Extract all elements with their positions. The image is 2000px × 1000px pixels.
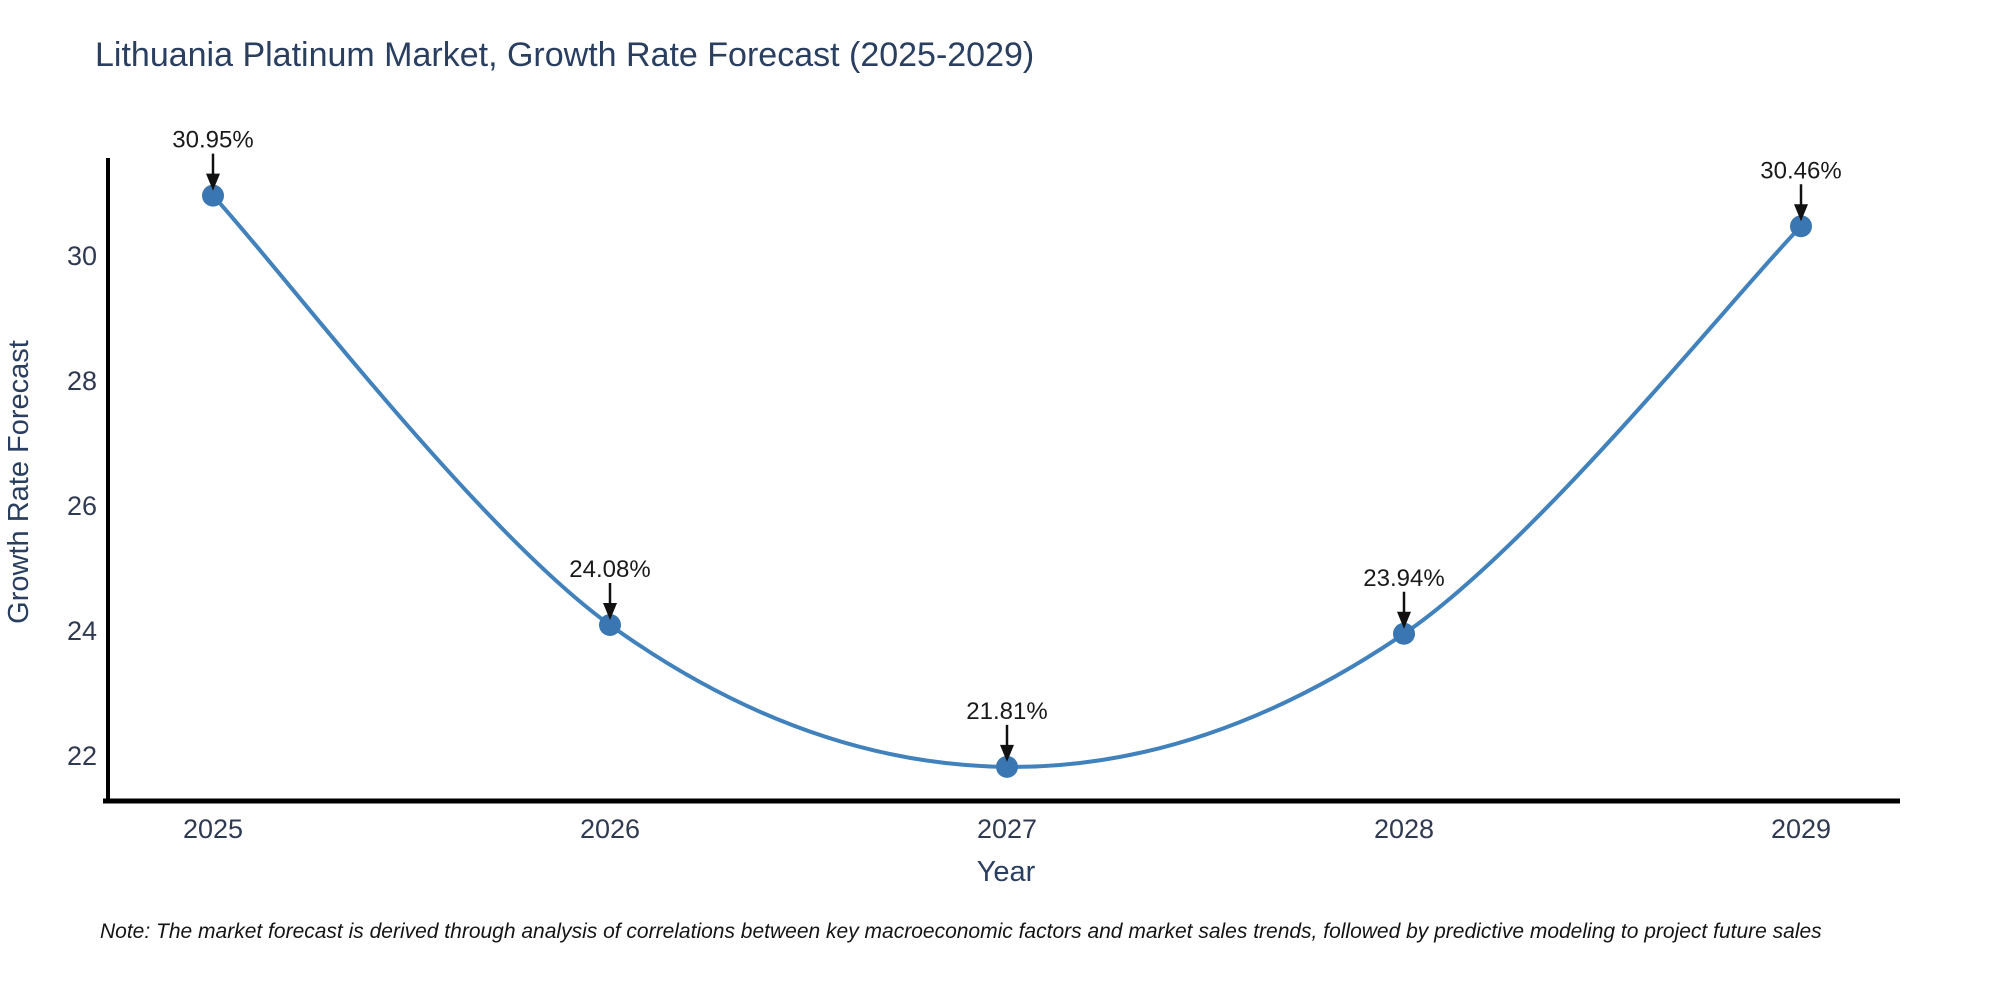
annotation-arrow-head (206, 173, 220, 191)
annotation-label: 23.94% (1363, 565, 1444, 592)
y-tick-label: 26 (67, 491, 97, 521)
x-tick-label: 2025 (183, 814, 243, 844)
x-tick-label: 2029 (1771, 814, 1831, 844)
data-point-marker (1393, 622, 1415, 645)
annotation-label: 30.95% (172, 127, 253, 154)
x-tick-label: 2027 (977, 814, 1037, 844)
y-tick-label: 30 (67, 241, 97, 271)
annotation-arrow-head (1397, 611, 1411, 629)
x-axis-title: Year (976, 856, 1036, 888)
data-point-marker (599, 614, 621, 636)
y-tick-label: 28 (67, 366, 97, 396)
annotation-arrow-head (603, 603, 617, 620)
data-point-marker (1790, 215, 1812, 238)
x-tick-label: 2028 (1374, 814, 1434, 844)
forecast-line (211, 193, 1803, 769)
x-tick-label: 2026 (580, 814, 640, 844)
chart-footnote: Note: The market forecast is derived thr… (100, 920, 1822, 943)
y-tick-label: 24 (67, 616, 97, 646)
chart-title: Lithuania Platinum Market, Growth Rate F… (95, 36, 1035, 74)
annotation-label: 21.81% (966, 698, 1047, 725)
y-tick-label: 22 (67, 741, 97, 771)
data-point-marker (202, 184, 224, 207)
annotation-arrow-head (1794, 204, 1808, 222)
annotation-arrow-head (1000, 744, 1014, 762)
annotation-label: 30.46% (1760, 157, 1841, 184)
data-point-marker (996, 755, 1018, 778)
annotation-label: 24.08% (569, 556, 650, 583)
